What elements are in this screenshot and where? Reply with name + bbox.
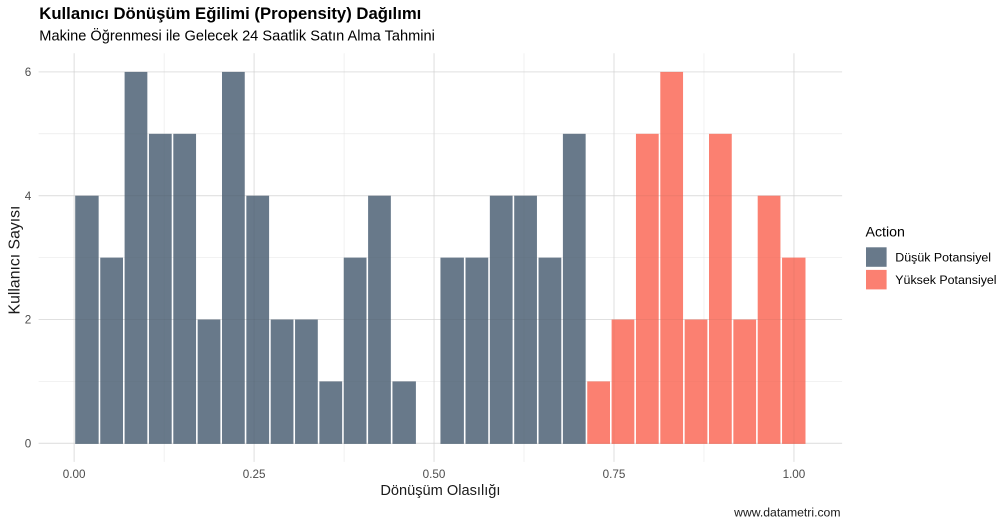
svg-text:0.50: 0.50	[423, 468, 446, 481]
svg-text:Yüksek Potansiyel: Yüksek Potansiyel	[895, 273, 996, 287]
svg-text:Makine Öğrenmesi ile Gelecek 2: Makine Öğrenmesi ile Gelecek 24 Saatlik …	[39, 26, 435, 44]
svg-text:www.datametri.com: www.datametri.com	[733, 505, 840, 519]
svg-text:6: 6	[25, 66, 32, 79]
svg-text:Kullanıcı Sayısı: Kullanıcı Sayısı	[6, 206, 23, 315]
svg-text:Kullanıcı Dönüşüm Eğilimi (Pro: Kullanıcı Dönüşüm Eğilimi (Propensity) D…	[39, 4, 421, 23]
svg-text:Action: Action	[866, 224, 905, 240]
svg-text:1.00: 1.00	[783, 468, 806, 481]
svg-text:0: 0	[25, 437, 32, 450]
svg-text:0.75: 0.75	[603, 468, 626, 481]
svg-text:Dönüşüm Olasılığı: Dönüşüm Olasılığı	[380, 483, 500, 499]
svg-text:2: 2	[25, 314, 32, 327]
svg-text:0.00: 0.00	[63, 468, 86, 481]
svg-text:Düşük Potansiyel: Düşük Potansiyel	[895, 251, 991, 265]
svg-text:0.25: 0.25	[243, 468, 266, 481]
svg-text:4: 4	[25, 190, 32, 203]
